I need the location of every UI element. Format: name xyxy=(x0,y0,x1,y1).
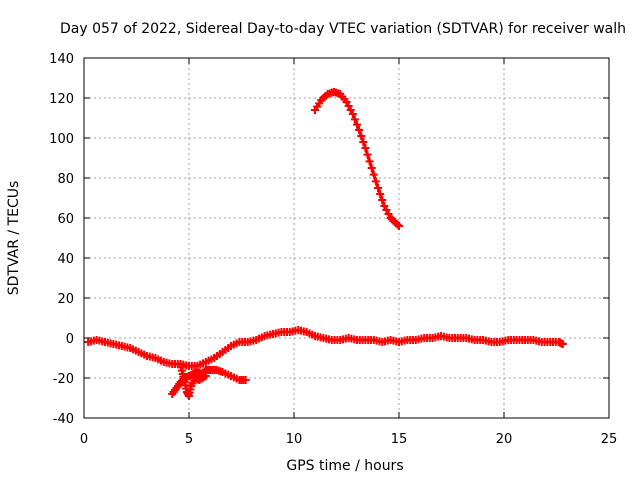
y-tick-label: -40 xyxy=(53,412,74,427)
axis-ticks: -40 -20 0 20 40 60 80 100 120 140 0 5 10 15 20 25 xyxy=(49,52,617,447)
data-point xyxy=(363,150,372,159)
x-axis-title: GPS time / hours xyxy=(286,458,403,474)
y-tick-label: 100 xyxy=(49,132,74,147)
data-point xyxy=(241,376,250,384)
data-point xyxy=(371,177,380,186)
data-point xyxy=(378,196,387,204)
data-point xyxy=(350,115,359,124)
y-tick-label: 0 xyxy=(66,332,74,347)
plot-frame xyxy=(83,57,610,419)
x-tick-label: 0 xyxy=(80,432,88,447)
y-tick-label: 60 xyxy=(57,212,74,227)
data-point xyxy=(201,372,210,380)
series-main-track xyxy=(84,326,567,370)
data-point xyxy=(376,190,385,198)
x-tick-label: 20 xyxy=(496,432,513,447)
y-tick-label: 140 xyxy=(49,52,74,67)
y-tick-label: 80 xyxy=(57,172,74,187)
y-tick-label: 20 xyxy=(57,292,74,307)
chart-title: Day 057 of 2022, Sidereal Day-to-day VTE… xyxy=(60,21,626,37)
series-dip-drop xyxy=(176,360,210,400)
y-tick-label: -20 xyxy=(53,372,74,387)
data-point xyxy=(369,170,378,179)
data-point xyxy=(374,184,382,192)
data-point xyxy=(355,126,364,134)
data-point xyxy=(361,144,370,152)
series-arc xyxy=(311,88,403,230)
series-layer xyxy=(84,88,567,400)
data-point xyxy=(353,120,361,129)
grid-lines xyxy=(84,58,609,418)
y-axis-title: SDTVAR / TECUs xyxy=(6,181,22,296)
data-point xyxy=(357,132,366,140)
data-point xyxy=(558,340,567,348)
data-point xyxy=(359,138,368,146)
data-point xyxy=(365,157,374,166)
x-tick-label: 15 xyxy=(391,432,408,447)
x-tick-label: 10 xyxy=(286,432,303,447)
y-tick-label: 40 xyxy=(57,252,74,267)
x-tick-label: 5 xyxy=(185,432,193,447)
data-point xyxy=(367,164,376,172)
data-point xyxy=(395,222,403,230)
data-point xyxy=(348,110,357,118)
x-tick-label: 25 xyxy=(601,432,618,447)
y-tick-label: 120 xyxy=(49,92,74,107)
data-point xyxy=(393,220,402,229)
